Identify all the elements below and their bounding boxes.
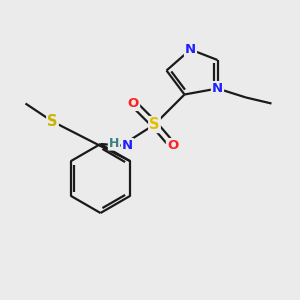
Text: S: S <box>149 117 160 132</box>
Text: S: S <box>47 114 58 129</box>
Text: N: N <box>212 82 223 95</box>
Text: N: N <box>122 139 133 152</box>
Text: O: O <box>128 97 139 110</box>
Text: H: H <box>109 136 119 150</box>
Text: O: O <box>167 139 178 152</box>
Text: N: N <box>185 43 196 56</box>
